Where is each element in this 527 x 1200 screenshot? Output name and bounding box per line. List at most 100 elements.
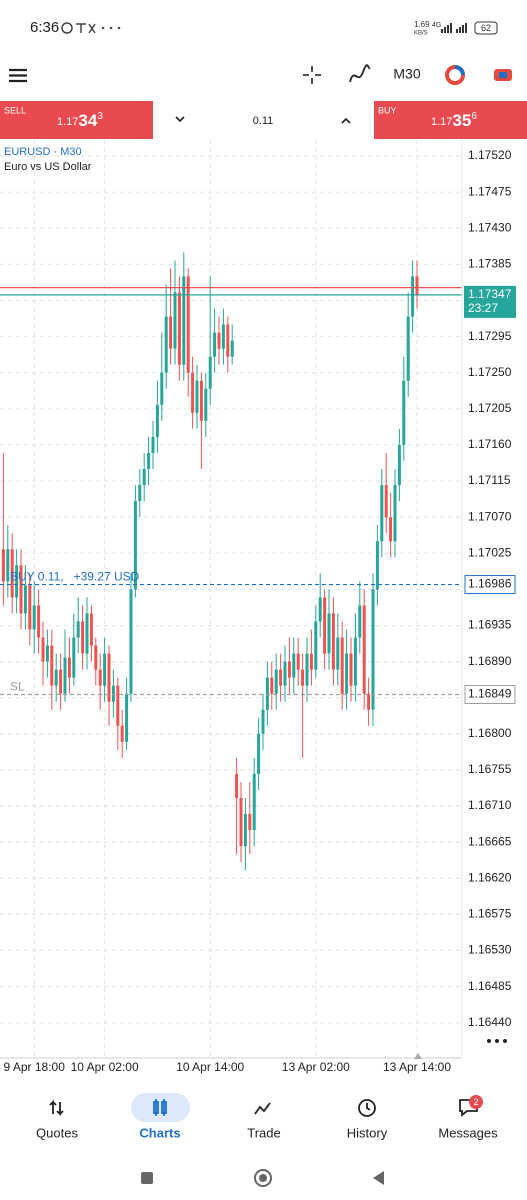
candle-body (199, 380, 203, 421)
candle-body (230, 340, 234, 357)
candle-body (169, 316, 173, 349)
candle-body (204, 388, 208, 421)
candle-body (164, 316, 168, 373)
y-tick-label: 1.17205 (468, 401, 512, 415)
one-click-button[interactable] (494, 69, 512, 81)
menu-button[interactable] (9, 68, 27, 83)
candle-body (393, 485, 397, 542)
candle-body (6, 549, 10, 582)
net-speed: 1.69 (414, 20, 430, 29)
x-tick-label: 10 Apr 14:00 (176, 1060, 244, 1074)
candle-body (362, 605, 366, 694)
candle-body (72, 637, 76, 678)
sell-button[interactable] (0, 101, 153, 139)
candle-body (54, 669, 58, 686)
crosshair-button[interactable] (303, 66, 321, 84)
nav-tab[interactable]: Messages (438, 1125, 498, 1140)
candle-body (252, 773, 256, 831)
candle-body (265, 677, 269, 710)
nav-bar: Quotes Charts Trade History Messages (36, 1125, 498, 1140)
candle-body (353, 637, 357, 686)
volume-down[interactable] (175, 116, 185, 123)
candle-body (371, 589, 375, 710)
position-price: 1.16986 (468, 577, 512, 591)
y-tick-label: 1.17385 (468, 257, 512, 271)
indicators-button[interactable] (349, 64, 371, 83)
trade-button[interactable] (445, 65, 465, 85)
candle-body (63, 657, 67, 694)
back-button[interactable] (373, 1171, 384, 1185)
y-tick-label: 1.16665 (468, 834, 512, 848)
nav-tab[interactable]: Trade (247, 1125, 280, 1140)
more-button[interactable] (487, 1039, 507, 1043)
candle-body (235, 773, 239, 799)
y-tick-label: 1.16755 (468, 762, 512, 776)
y-tick-label: 1.16530 (468, 943, 512, 957)
y-tick-label: 1.17070 (468, 509, 512, 523)
candle-body (142, 469, 146, 486)
candle-body (151, 436, 155, 453)
x-tick-label: 10 Apr 02:00 (71, 1060, 139, 1074)
y-tick-label: 1.17475 (468, 184, 512, 198)
current-bar-marker (414, 1053, 422, 1059)
candle-body (323, 597, 327, 654)
volume[interactable]: 0.11 (253, 115, 274, 127)
candle-body (173, 292, 177, 349)
candle-body (213, 332, 217, 357)
bar-timer: 23:27 (468, 301, 498, 315)
candle-body (367, 693, 371, 710)
price-box (464, 285, 516, 318)
candle-body (107, 653, 111, 702)
candle-body (116, 685, 120, 726)
candle-body (415, 276, 419, 295)
candle-body (186, 276, 190, 373)
buy-label: BUY (378, 105, 397, 115)
candle-body (208, 356, 212, 389)
y-tick-label: 1.16890 (468, 654, 512, 668)
candle-body (129, 589, 133, 694)
net-type: 4G (432, 22, 441, 29)
net-unit: KB/S (414, 31, 428, 37)
candle-body (375, 541, 379, 590)
candle-body (182, 276, 186, 365)
candle-body (217, 332, 221, 349)
battery-level: 62 (481, 23, 491, 33)
candle-body (283, 661, 287, 686)
buy-button[interactable] (374, 101, 527, 139)
candle-body (125, 693, 129, 742)
y-tick-label: 1.16485 (468, 979, 512, 993)
candle-body (221, 324, 225, 349)
badge-count: 2 (473, 1097, 478, 1107)
recents-button[interactable] (141, 1172, 153, 1184)
status-icons (61, 22, 121, 34)
candle-body (59, 669, 63, 694)
candle-body (389, 517, 393, 542)
timeframe-button[interactable]: M30 (393, 66, 420, 82)
active-tab-pill (131, 1093, 190, 1122)
candle-body (19, 565, 23, 614)
nav-tab[interactable]: History (347, 1125, 388, 1140)
y-tick-label: 1.17520 (468, 148, 512, 162)
candle-body (111, 685, 115, 702)
candle-body (406, 316, 410, 381)
y-tick-label: 1.17025 (468, 545, 512, 559)
y-tick-label: 1.16800 (468, 726, 512, 740)
candle-body (160, 372, 164, 405)
candle-body (147, 452, 151, 470)
y-tick-label: 1.16440 (468, 1015, 512, 1029)
nav-tab[interactable]: Charts (139, 1125, 180, 1140)
home-button[interactable] (254, 1169, 272, 1187)
x-tick-label: 13 Apr 14:00 (383, 1060, 451, 1074)
nav-icons (49, 1099, 478, 1117)
candle-body (45, 645, 49, 662)
candle-body (177, 292, 181, 365)
battery (474, 21, 498, 35)
candle-body (76, 621, 80, 638)
chart-description: Euro vs US Dollar (4, 161, 92, 173)
sl-price-box (464, 684, 516, 704)
nav-tab[interactable]: Quotes (36, 1125, 78, 1140)
volume-up[interactable] (341, 117, 351, 124)
candle-body (41, 637, 45, 662)
candle-body (380, 485, 384, 542)
